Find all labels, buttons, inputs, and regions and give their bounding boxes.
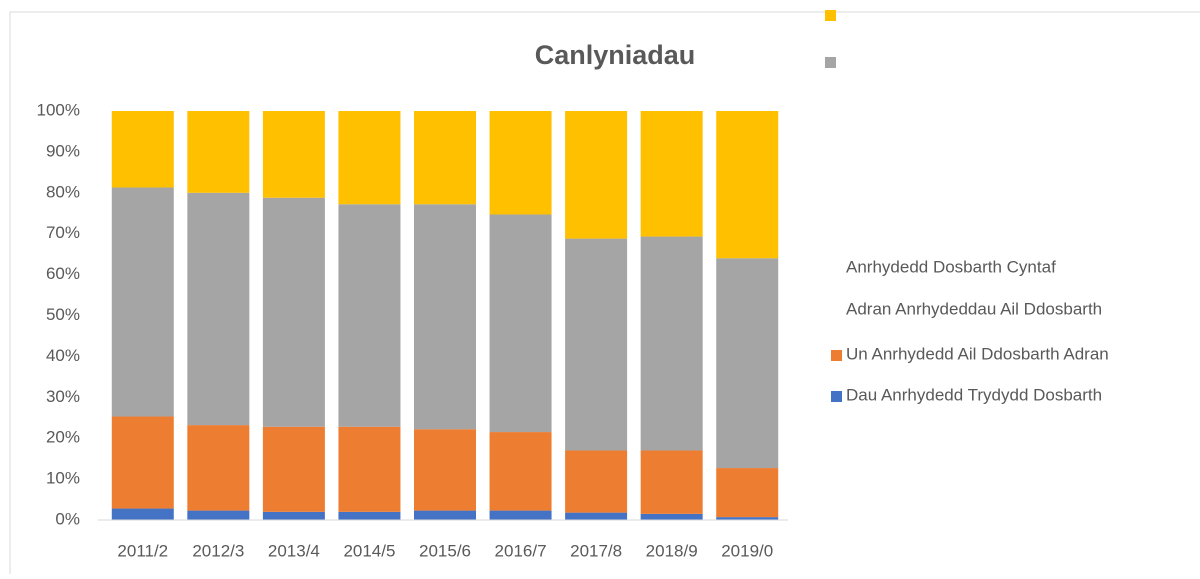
bar-segment bbox=[565, 512, 628, 520]
y-tick-label: 50% bbox=[46, 305, 80, 324]
x-tick-label: 2017/8 bbox=[570, 541, 622, 560]
bar-segment bbox=[262, 111, 325, 198]
bar-segment bbox=[565, 111, 628, 239]
y-tick-label: 60% bbox=[46, 264, 80, 283]
legend-swatch bbox=[825, 10, 836, 21]
bar-segment bbox=[489, 111, 552, 215]
legend-label: Dau Anrhydedd Trydydd Dosbarth bbox=[846, 385, 1102, 404]
bar-segment bbox=[111, 416, 174, 509]
bar-segment bbox=[262, 426, 325, 512]
bar-segment bbox=[414, 510, 476, 520]
bar-segment bbox=[187, 510, 250, 520]
bar-segment bbox=[414, 429, 476, 511]
y-tick-label: 100% bbox=[37, 100, 80, 119]
bar-segment bbox=[111, 111, 174, 188]
x-tick-label: 2019/0 bbox=[721, 541, 773, 560]
legend-swatch bbox=[825, 57, 836, 68]
x-tick-label: 2014/5 bbox=[343, 541, 395, 560]
x-tick-label: 2011/2 bbox=[117, 541, 168, 560]
bar-segment bbox=[262, 197, 325, 427]
x-tick-label: 2013/4 bbox=[268, 541, 320, 560]
bar-segment bbox=[187, 111, 250, 193]
y-tick-label: 20% bbox=[46, 428, 80, 447]
y-tick-label: 40% bbox=[46, 346, 80, 365]
y-tick-label: 90% bbox=[46, 141, 80, 160]
bar-segment bbox=[338, 426, 401, 512]
bar-segment bbox=[338, 204, 401, 427]
bar-segment bbox=[565, 450, 628, 513]
legend-swatch bbox=[831, 391, 842, 402]
bar-segment bbox=[489, 510, 552, 520]
y-tick-label: 70% bbox=[46, 223, 80, 242]
x-tick-label: 2016/7 bbox=[495, 541, 547, 560]
legend-label: Anrhydedd Dosbarth Cyntaf bbox=[846, 257, 1056, 276]
bar-segment bbox=[187, 192, 250, 426]
y-tick-label: 10% bbox=[46, 469, 80, 488]
bar-segment bbox=[414, 111, 476, 205]
chart-title: Canlyniadau bbox=[535, 40, 696, 70]
bar-segment bbox=[716, 517, 779, 520]
bar-segment bbox=[489, 432, 552, 511]
bar-segment bbox=[565, 238, 628, 451]
bar-segment bbox=[262, 511, 325, 520]
bar-segment bbox=[414, 204, 476, 430]
bar-segment bbox=[111, 508, 174, 520]
x-tick-label: 2018/9 bbox=[646, 541, 698, 560]
bar-segment bbox=[716, 468, 779, 518]
bar-segment bbox=[716, 111, 779, 259]
bar-segment bbox=[187, 425, 250, 511]
y-tick-label: 30% bbox=[46, 387, 80, 406]
x-tick-label: 2015/6 bbox=[419, 541, 471, 560]
bar-segment bbox=[489, 214, 552, 433]
y-tick-label: 0% bbox=[55, 509, 80, 528]
x-tick-label: 2012/3 bbox=[192, 541, 244, 560]
bar-segment bbox=[338, 111, 401, 205]
bar-segment bbox=[111, 187, 174, 417]
legend-swatch bbox=[831, 350, 842, 361]
y-tick-label: 80% bbox=[46, 182, 80, 201]
bar-segment bbox=[640, 111, 703, 237]
bar-segment bbox=[338, 511, 401, 520]
bar-segment bbox=[716, 258, 779, 469]
bar-segment bbox=[640, 513, 703, 520]
legend-label: Adran Anrhydeddau Ail Ddosbarth bbox=[846, 299, 1102, 318]
legend-label: Un Anrhydedd Ail Ddosbarth Adran bbox=[846, 344, 1109, 363]
bar-segment bbox=[640, 450, 703, 514]
bar-segment bbox=[640, 236, 703, 451]
